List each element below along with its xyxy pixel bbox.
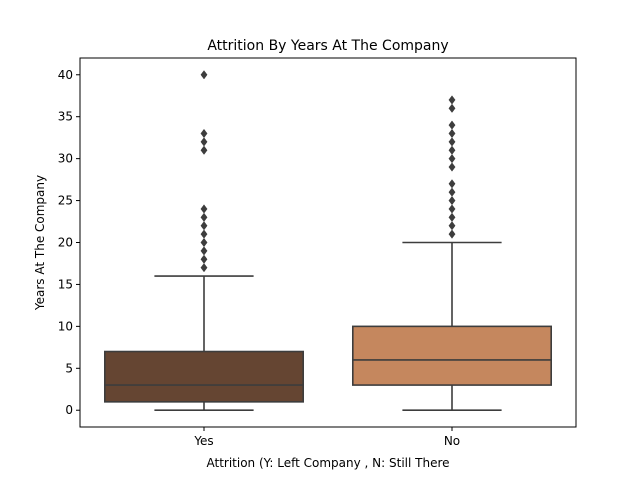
outlier-point — [200, 128, 208, 139]
x-tick-label: No — [444, 434, 460, 448]
x-axis: Yes No — [193, 427, 460, 448]
outlier-point — [448, 95, 456, 105]
y-tick-label: 20 — [58, 236, 73, 250]
y-tick-label: 5 — [65, 361, 73, 375]
outlier-point — [200, 221, 208, 231]
boxes-layer — [104, 70, 552, 412]
iqr-box — [104, 350, 304, 403]
y-tick-label: 10 — [58, 319, 73, 333]
outlier-point — [448, 128, 456, 139]
y-tick-label: 15 — [58, 277, 73, 291]
box-group-no — [351, 95, 552, 412]
y-tick-label: 30 — [58, 152, 73, 166]
chart-title: Attrition By Years At The Company — [207, 38, 448, 54]
outlier-point — [448, 162, 456, 172]
outlier-point — [200, 145, 208, 155]
outlier-point — [448, 187, 456, 197]
y-tick-label: 25 — [58, 194, 73, 208]
outlier-point — [448, 145, 456, 155]
y-tick-label: 35 — [58, 110, 73, 124]
box-group-yes — [104, 70, 304, 412]
y-axis-label: Years At The Company — [33, 175, 47, 311]
outlier-point — [200, 246, 208, 256]
outlier-point — [200, 263, 208, 273]
outlier-point — [448, 120, 456, 130]
outlier-point — [448, 204, 456, 214]
outlier-point — [200, 254, 208, 264]
outlier-point — [200, 204, 208, 214]
outlier-point — [448, 154, 456, 164]
outlier-point — [448, 229, 456, 239]
outlier-point — [200, 237, 208, 248]
outlier-point — [448, 221, 456, 231]
x-tick-label: Yes — [193, 434, 213, 448]
outlier-point — [448, 137, 456, 147]
outlier-point — [448, 212, 456, 222]
outlier-point — [200, 212, 208, 222]
y-tick-label: 0 — [65, 403, 73, 417]
outlier-point — [200, 137, 208, 147]
outlier-point — [448, 179, 456, 189]
outlier-point — [448, 103, 456, 113]
outlier-point — [200, 229, 208, 239]
x-axis-label: Attrition (Y: Left Company , N: Still Th… — [206, 456, 449, 470]
outlier-point — [448, 195, 456, 206]
outlier-point — [200, 70, 208, 80]
y-tick-label: 40 — [58, 68, 73, 82]
y-axis: 0 5 10 15 20 25 30 35 40 — [58, 68, 80, 417]
iqr-box — [351, 325, 552, 386]
